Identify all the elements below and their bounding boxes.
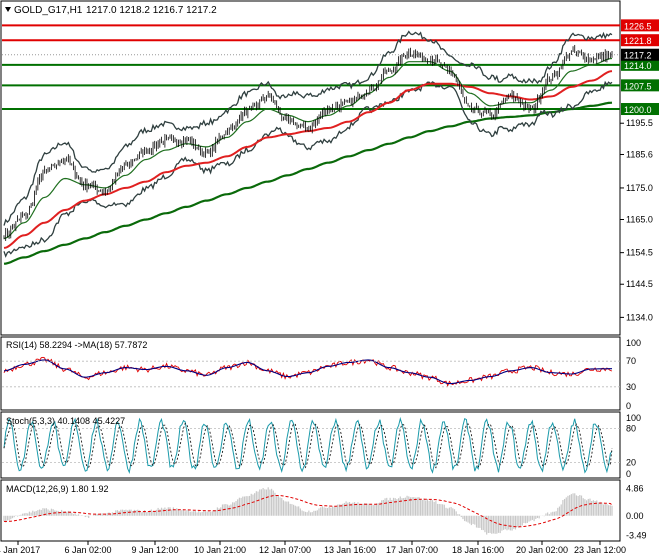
macd-lines-layer <box>3 487 613 535</box>
symbol-header: GOLD_G17,H1 1217.0 1218.2 1216.7 1217.2 <box>5 5 217 16</box>
time-tick-label: 4 Jan 2017 <box>0 545 40 555</box>
price-bars-layer <box>3 44 613 241</box>
price-tick-label: 1144.5 <box>626 279 653 289</box>
current-price-tag <box>621 48 659 61</box>
stochastic-tick-label: 20 <box>626 458 636 468</box>
time-tick-label: 9 Jan 12:00 <box>131 545 178 555</box>
stochastic-lines-layer <box>2 416 620 475</box>
level-lines <box>2 24 620 111</box>
rsi-tick-label: 70 <box>626 356 636 366</box>
stochastic-signal-line <box>3 422 613 469</box>
time-tick-label: 6 Jan 02:00 <box>64 545 111 555</box>
symbol-label: GOLD_G17,H1 <box>14 5 83 16</box>
level-tag-text: 1226.5 <box>624 21 652 31</box>
time-axis: 4 Jan 2017 6 Jan 02:00 9 Jan 12:00 10 Jan 2… <box>0 541 626 555</box>
price-axis: 1195.5 1185.6 1175.0 1165.0 1154.5 1144.5 1134… <box>620 118 653 322</box>
price-tick-label: 1185.6 <box>626 149 653 159</box>
level-tag <box>621 58 659 71</box>
stochastic-label: Stoch(5,3,3) 40.1408 45.4227 <box>6 416 125 426</box>
dropdown-triangle-icon[interactable] <box>5 7 11 12</box>
price-tick-label: 1154.5 <box>626 248 653 258</box>
rsi-tick-label: 30 <box>626 382 636 392</box>
price-tick-label: 1134.0 <box>626 312 653 322</box>
time-tick-label: 20 Jan 02:00 <box>516 545 568 555</box>
bollinger-bands-layer <box>3 30 613 258</box>
level-tag <box>621 19 659 32</box>
macd-label: MACD(12,26,9) 1.80 1.92 <box>6 484 109 494</box>
rsi-edge-label: 100 <box>626 338 641 348</box>
level-tag <box>621 79 659 92</box>
rsi-axis: 100 70 30 0 <box>626 338 641 411</box>
price-panel[interactable]: GOLD_G17,H1 1217.0 1218.2 1216.7 1217.2 … <box>0 0 659 336</box>
price-tick-label: 1195.5 <box>626 118 653 128</box>
rsi-ma-line <box>3 359 612 385</box>
ohlc-values: 1217.0 1218.2 1216.7 1217.2 <box>86 5 217 16</box>
stochastic-edge-label: 0 <box>626 469 631 479</box>
macd-tick-label: 0.00 <box>626 511 644 521</box>
macd-tick-label: -3.49 <box>626 530 647 540</box>
rsi-line <box>3 356 613 387</box>
time-tick-label: 18 Jan 16:00 <box>452 545 504 555</box>
ma-slow-layer <box>3 101 613 265</box>
rsi-label: RSI(14) 58.2294 ->MA(18) 57.7872 <box>6 340 147 350</box>
level-tag <box>621 34 659 47</box>
bollinger-lower-line <box>3 80 613 258</box>
price-tick-label: 1165.0 <box>626 215 653 225</box>
macd-panel[interactable]: MACD(12,26,9) 1.80 1.92 4.86 0.00 -3.49 <box>0 479 647 542</box>
ma-slow-line <box>3 101 613 265</box>
rsi-lines-layer <box>2 356 620 388</box>
level-tag-text: 1214.0 <box>624 61 652 71</box>
time-tick-label: 17 Jan 07:00 <box>386 545 438 555</box>
bollinger-upper-line <box>3 30 613 226</box>
time-tick-label: 23 Jan 12:00 <box>574 545 626 555</box>
stochastic-edge-label: 100 <box>626 413 641 423</box>
level-tag-text: 1207.5 <box>624 81 652 91</box>
level-tag-text: 1221.8 <box>624 36 652 46</box>
price-level-tags: 1226.5 1221.8 1214.0 1207.5 1200.0 1217.2 <box>621 19 659 116</box>
time-tick-label: 12 Jan 07:00 <box>259 545 311 555</box>
price-tick-label: 1175.0 <box>626 183 653 193</box>
macd-signal-line <box>3 495 613 528</box>
macd-panel-frame <box>0 479 621 542</box>
current-price-text: 1217.2 <box>624 51 652 61</box>
stochastic-tick-label: 80 <box>626 423 636 433</box>
macd-axis: 4.86 0.00 -3.49 <box>626 484 647 541</box>
rsi-edge-label: 0 <box>626 401 631 411</box>
time-tick-label: 10 Jan 21:00 <box>194 545 246 555</box>
level-tag <box>621 103 659 116</box>
level-tag-text: 1200.0 <box>624 105 652 115</box>
macd-tick-label: 4.86 <box>626 484 644 494</box>
time-tick-label: 13 Jan 16:00 <box>324 545 376 555</box>
stochastic-main-line <box>3 416 613 475</box>
rsi-panel[interactable]: RSI(14) 58.2294 ->MA(18) 57.7872 100 70 30… <box>0 336 641 411</box>
